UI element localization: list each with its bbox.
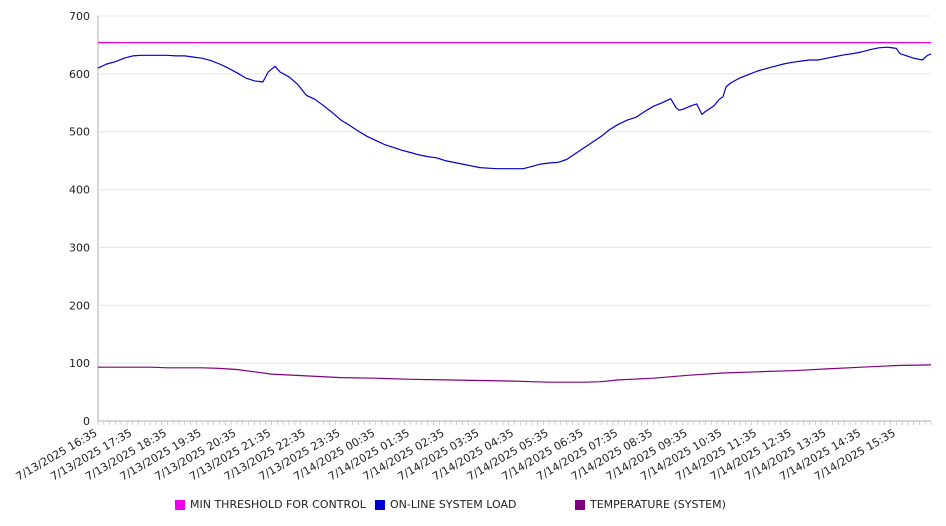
legend-swatch-system-load — [375, 499, 385, 510]
legend-item-system-load: ON-LINE SYSTEM LOAD — [375, 498, 516, 511]
grid-lines — [98, 15, 931, 364]
y-tick-label: 0 — [83, 415, 90, 428]
y-tick-label: 400 — [69, 184, 90, 197]
legend-swatch-temperature — [575, 499, 585, 510]
y-tick-label: 100 — [69, 357, 90, 370]
x-axis: 7/13/2025 16:357/13/2025 17:357/13/2025 … — [14, 420, 932, 483]
y-tick-label: 700 — [69, 10, 90, 23]
y-tick-label: 200 — [69, 299, 90, 312]
series-temperature-line — [98, 364, 932, 383]
series-system-load-line — [97, 46, 932, 170]
legend-label-threshold: MIN THRESHOLD FOR CONTROL — [190, 498, 366, 511]
y-tick-label: 300 — [69, 241, 90, 254]
plot-area — [97, 41, 932, 383]
legend-item-temperature: TEMPERATURE (SYSTEM) — [575, 498, 726, 511]
y-tick-label: 500 — [69, 126, 90, 139]
legend-label-temperature: TEMPERATURE (SYSTEM) — [590, 498, 726, 511]
legend-label-system-load: ON-LINE SYSTEM LOAD — [390, 498, 517, 511]
y-tick-label: 600 — [69, 68, 90, 81]
legend-swatch-threshold — [175, 499, 185, 510]
legend: MIN THRESHOLD FOR CONTROL ON-LINE SYSTEM… — [0, 498, 946, 514]
legend-item-threshold: MIN THRESHOLD FOR CONTROL — [175, 498, 366, 511]
y-axis: 0 100 200 300 400 500 600 700 — [69, 10, 99, 428]
